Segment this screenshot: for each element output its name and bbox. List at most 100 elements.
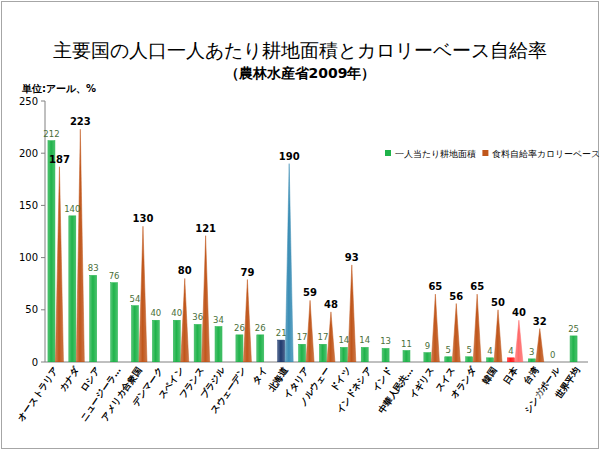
- data-label: 121: [195, 223, 216, 234]
- x-tick-label: インドネシア: [334, 365, 373, 415]
- data-label: 36: [192, 312, 203, 322]
- x-tick-label: 世界平均: [553, 365, 582, 401]
- data-label: 40: [171, 308, 182, 318]
- x-tick-label: 韓国: [480, 365, 499, 385]
- spike-bar: [452, 304, 460, 362]
- x-tick-label: オランダ: [449, 365, 478, 401]
- bar: [90, 275, 97, 362]
- y-tick: [41, 205, 45, 206]
- data-label: 93: [345, 252, 359, 263]
- bar: [487, 358, 494, 362]
- bar: [299, 344, 306, 362]
- data-label: 26: [234, 323, 245, 333]
- bar: [48, 141, 55, 362]
- legend-label: 一人当たり耕地面積: [395, 149, 476, 159]
- bar: [445, 357, 452, 362]
- data-label: 187: [49, 154, 70, 165]
- spike-bar: [536, 329, 544, 362]
- y-tick-label: 100: [19, 252, 38, 263]
- data-label: 5: [446, 345, 451, 355]
- data-label: 21: [276, 328, 287, 338]
- data-label: 3: [529, 347, 534, 357]
- bar: [361, 347, 368, 362]
- y-axis: [45, 101, 46, 362]
- subtitle: （農林水産省2009年）: [225, 65, 376, 81]
- data-label: 83: [88, 263, 99, 273]
- spike-bar: [494, 310, 502, 362]
- y-tick: [41, 153, 45, 154]
- data-label: 190: [279, 151, 300, 162]
- x-axis: [45, 362, 588, 363]
- data-label: 9: [425, 341, 430, 351]
- x-tick-label: タイ: [250, 365, 269, 385]
- data-label: 59: [303, 287, 317, 298]
- data-label: 0: [550, 350, 555, 360]
- y-tick: [41, 257, 45, 258]
- bar: [131, 306, 138, 362]
- spike-bar: [55, 167, 63, 362]
- data-label: 50: [491, 297, 505, 308]
- x-tick-label: カナダ: [57, 365, 81, 394]
- data-label: 212: [43, 129, 59, 139]
- data-label: 79: [240, 267, 254, 278]
- data-label: 80: [178, 265, 192, 276]
- spike-bar: [202, 236, 210, 362]
- y-tick: [41, 101, 45, 102]
- data-label: 17: [297, 332, 308, 342]
- bar: [507, 358, 514, 362]
- bar: [570, 336, 577, 362]
- data-label: 26: [255, 323, 266, 333]
- bar: [549, 362, 556, 363]
- spike-bar: [76, 129, 84, 362]
- frame: [2, 2, 599, 449]
- data-label: 34: [213, 315, 224, 325]
- bar: [111, 283, 118, 362]
- data-label: 40: [512, 307, 526, 318]
- data-label: 4: [508, 346, 513, 356]
- bar: [236, 335, 243, 362]
- y-tick-label: 0: [32, 357, 38, 368]
- bar: [257, 335, 264, 362]
- bar: [528, 359, 535, 362]
- y-tick-label: 250: [19, 96, 38, 107]
- data-label: 14: [338, 335, 349, 345]
- spike-bar: [243, 280, 251, 362]
- data-label: 140: [64, 204, 80, 214]
- y-tick-label: 150: [19, 200, 38, 211]
- legend-swatch: [385, 150, 391, 156]
- bar: [319, 344, 326, 362]
- data-label: 54: [130, 294, 141, 304]
- data-label: 17: [318, 332, 329, 342]
- data-label: 65: [470, 281, 484, 292]
- y-tick: [41, 362, 45, 363]
- spike-bar: [348, 265, 356, 362]
- y-axis-label: 単位:アール、%: [21, 83, 96, 94]
- legend-swatch: [482, 150, 488, 156]
- data-label: 65: [428, 281, 442, 292]
- title: 主要国の人口一人あたり耕地面積とカロリーベース自給率: [53, 39, 547, 61]
- legend: 一人当たり耕地面積 食料自給率カロリーベース: [385, 149, 600, 159]
- marks: [48, 129, 577, 362]
- x-tick-label: ノルウェー: [298, 365, 332, 408]
- data-label: 25: [568, 324, 579, 334]
- bar: [382, 348, 389, 362]
- x-tick-label: 日本: [501, 365, 520, 386]
- spike-bar: [473, 294, 481, 362]
- bar: [152, 320, 159, 362]
- x-tick-label: デンマーク: [131, 365, 165, 408]
- y-tick-label: 50: [25, 304, 38, 315]
- legend-label: 食料自給率カロリーベース: [492, 149, 600, 159]
- data-label: 13: [380, 336, 391, 346]
- bar: [278, 340, 285, 362]
- data-label: 223: [70, 116, 91, 127]
- bar: [194, 324, 201, 362]
- x-tick-label: オーストラリア: [16, 365, 60, 422]
- bar: [424, 353, 431, 362]
- data-label: 4: [487, 346, 492, 356]
- data-label: 40: [150, 308, 161, 318]
- spike-bar: [431, 294, 439, 362]
- data-label: 32: [533, 316, 547, 327]
- data-label: 11: [401, 339, 412, 349]
- bar: [466, 357, 473, 362]
- bar: [173, 320, 180, 362]
